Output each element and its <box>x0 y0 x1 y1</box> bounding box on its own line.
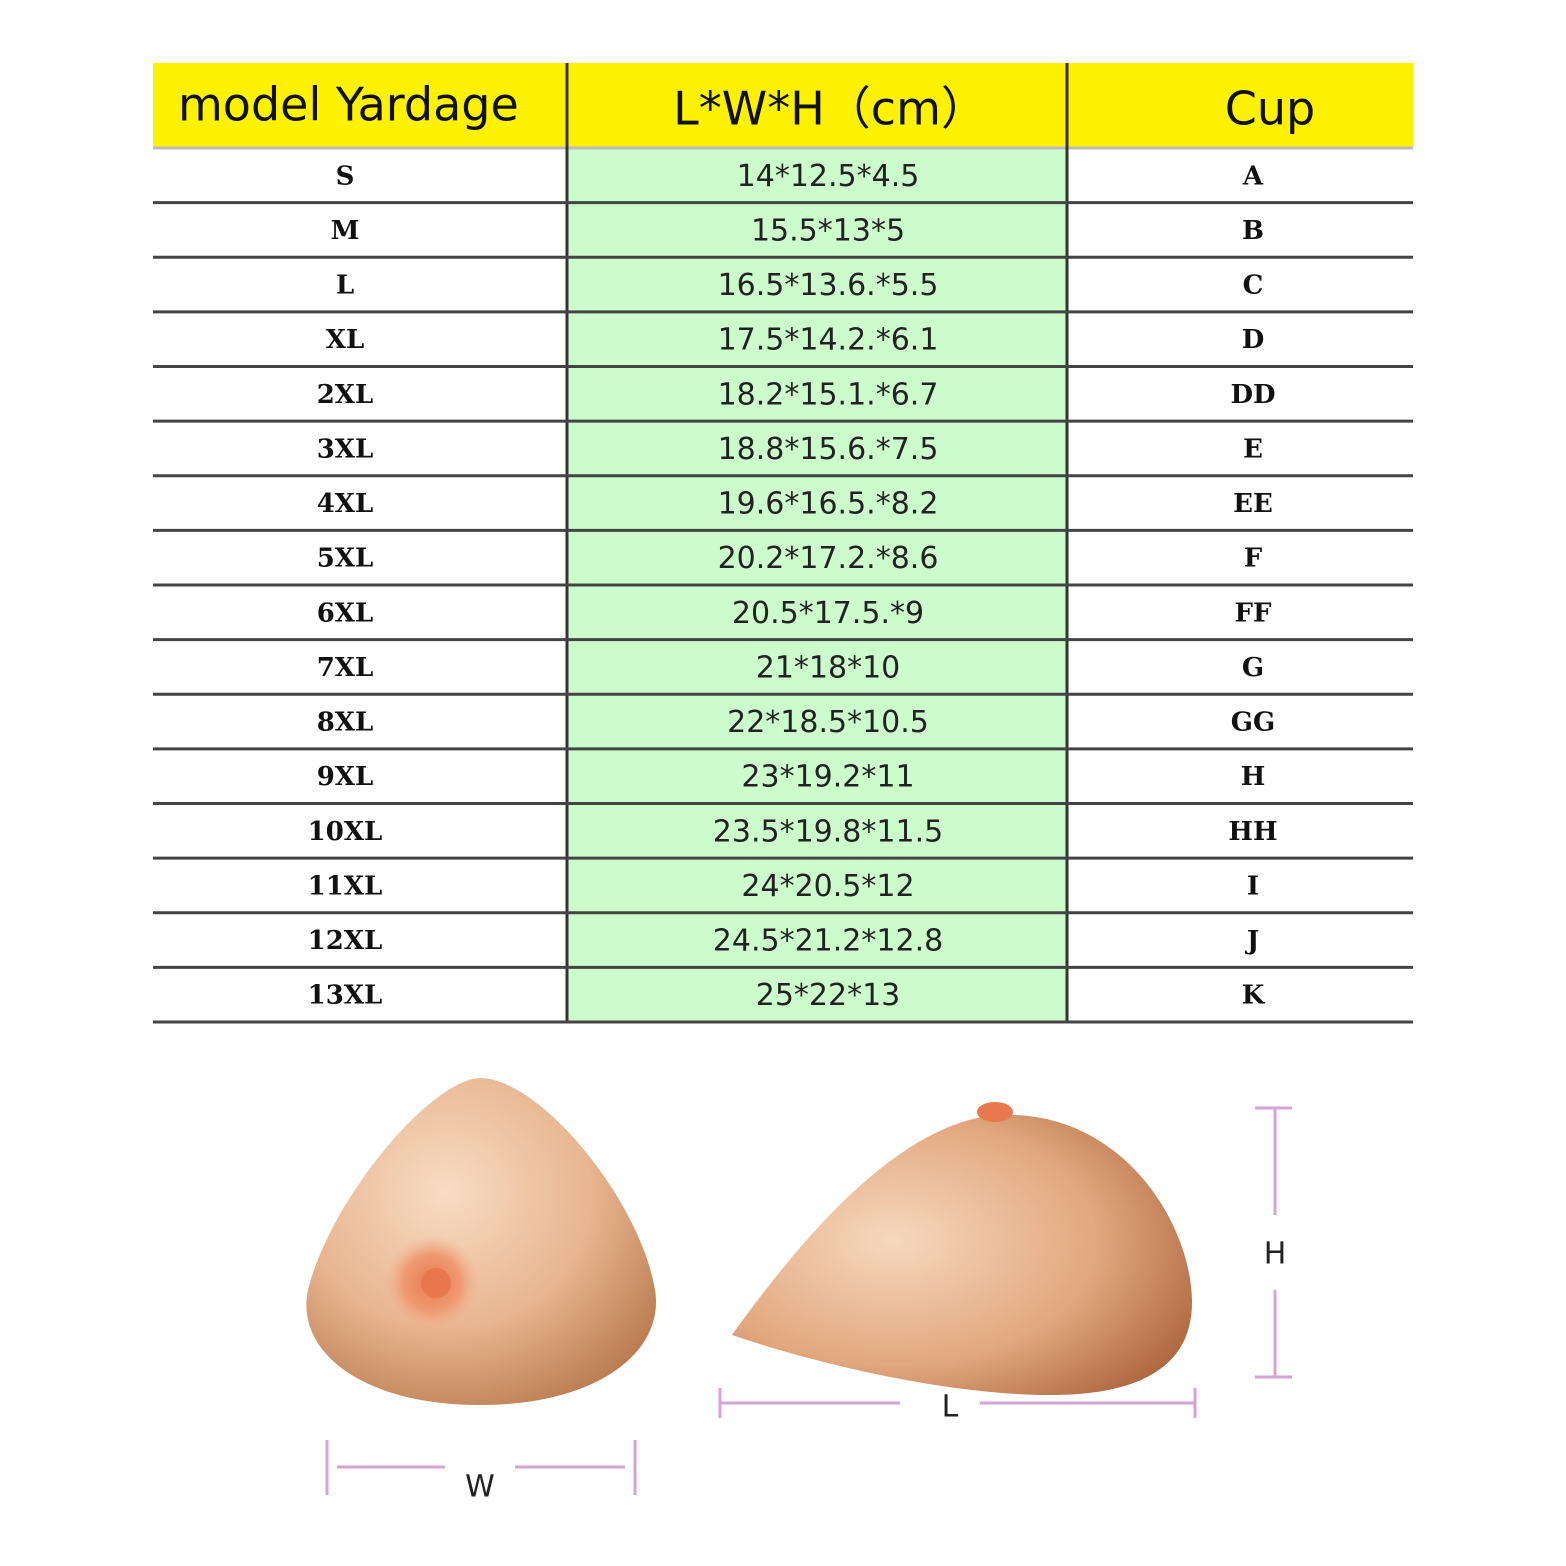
table-cell: 20.5*17.5.*9 <box>732 596 924 631</box>
table-cell: EE <box>1233 489 1273 519</box>
table-cell: K <box>1242 981 1266 1011</box>
table-cell: 10XL <box>308 817 383 847</box>
table-cell: 6XL <box>317 598 374 628</box>
table-cell: HH <box>1228 817 1277 847</box>
table-cell: F <box>1244 544 1263 574</box>
table-cell: 14*12.5*4.5 <box>737 159 920 194</box>
header-cell: L*W*H（cm） <box>673 82 987 136</box>
front-nipple-center <box>421 1268 451 1298</box>
table-cell: 19.6*16.5.*8.2 <box>718 487 939 522</box>
table-cell: 18.8*15.6.*7.5 <box>718 432 939 467</box>
table-cell: 8XL <box>317 708 374 738</box>
side-view <box>732 1102 1193 1395</box>
table-cell: 3XL <box>317 434 374 464</box>
height-label: H <box>1264 1237 1287 1272</box>
table-cell: DD <box>1230 380 1275 410</box>
table-cell: 13XL <box>308 981 383 1011</box>
table-cell: D <box>1242 325 1265 355</box>
table-cell: XL <box>326 325 364 355</box>
table-cell: GG <box>1231 708 1275 738</box>
header-cell: Cup <box>1225 82 1315 136</box>
table-cell: 23*19.2*11 <box>741 760 914 795</box>
table-cell: 11XL <box>308 871 383 901</box>
table-cell: 15.5*13*5 <box>751 213 905 248</box>
table-cell: I <box>1247 871 1259 901</box>
side-nipple <box>977 1102 1013 1122</box>
table-cell: 2XL <box>317 380 374 410</box>
table-cell: M <box>331 216 360 246</box>
table-cell: L <box>336 271 354 301</box>
table-cell: 5XL <box>317 544 374 574</box>
side-shape <box>732 1114 1193 1395</box>
table-cell: 24.5*21.2*12.8 <box>713 924 943 959</box>
width-label: W <box>465 1470 495 1505</box>
header-cell: model Yardage <box>178 78 519 132</box>
front-shape <box>306 1078 657 1405</box>
table-cell: S <box>336 161 355 191</box>
size-table: model Yardage L*W*H（cm） Cup S 14*12.5*4.5… <box>153 63 1413 1024</box>
header-background <box>153 63 1413 148</box>
table-cell: A <box>1242 161 1264 191</box>
table-cell: C <box>1243 271 1264 301</box>
table-cell: 23.5*19.8*11.5 <box>713 814 943 849</box>
table-cell: 22*18.5*10.5 <box>727 705 929 740</box>
table-cell: 16.5*13.6.*5.5 <box>718 268 939 303</box>
table-cell: 21*18*10 <box>756 650 901 685</box>
table-cell: FF <box>1235 598 1272 628</box>
table-cell: 7XL <box>317 653 374 683</box>
dimension-marks: W L H <box>325 1106 1292 1505</box>
table-cell: E <box>1243 434 1263 464</box>
table-cell: 20.2*17.2.*8.6 <box>718 541 939 576</box>
table-cell: J <box>1245 926 1259 956</box>
table-cell: 25*22*13 <box>756 978 901 1013</box>
front-view <box>306 1078 657 1405</box>
table-cell: H <box>1241 762 1266 792</box>
table-cell: 4XL <box>317 489 374 519</box>
table-cell: B <box>1242 216 1264 246</box>
table-cell: G <box>1242 653 1264 683</box>
table-cell: 24*20.5*12 <box>741 869 914 904</box>
table-cell: 9XL <box>317 762 374 792</box>
table-cell: 18.2*15.1.*6.7 <box>718 377 939 412</box>
length-label: L <box>942 1390 959 1425</box>
table-cell: 12XL <box>308 926 383 956</box>
table-cell: 17.5*14.2.*6.1 <box>718 323 939 358</box>
